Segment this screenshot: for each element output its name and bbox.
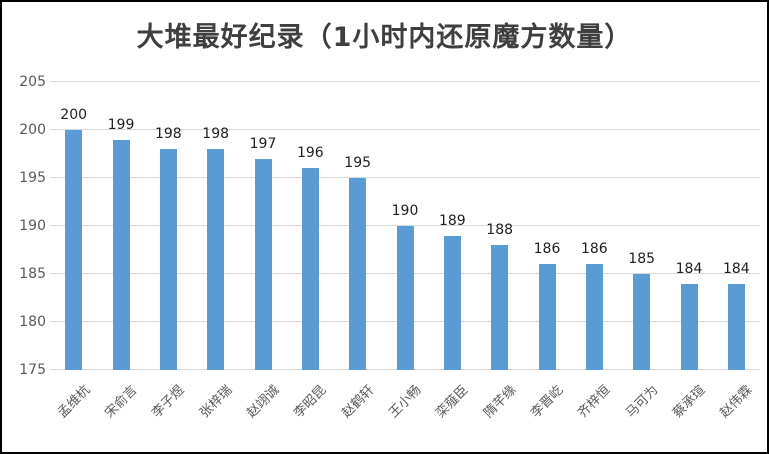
y-tick-label: 195 — [19, 170, 46, 186]
x-category-label: 赵翊诚 — [244, 382, 283, 422]
bar-value-label: 198 — [154, 126, 182, 143]
x-category-label: 赵鹤轩 — [338, 382, 378, 422]
x-category-label: 张梓瑞 — [196, 382, 236, 422]
x-category-label: 齐梓恒 — [575, 382, 614, 422]
x-category-label: 李昭昆 — [291, 382, 330, 422]
bar — [443, 235, 461, 370]
bar — [538, 264, 556, 370]
bar-value-label: 185 — [628, 251, 656, 267]
bar-value-label: 198 — [202, 126, 230, 143]
gridline — [50, 177, 760, 178]
y-tick-label: 175 — [19, 362, 46, 378]
bar — [254, 158, 272, 370]
bar — [727, 283, 745, 370]
bar-value-label: 186 — [580, 241, 608, 258]
y-tick-label: 180 — [19, 314, 46, 330]
bar — [207, 149, 225, 370]
gridline — [50, 129, 760, 130]
bar-value-label: 184 — [675, 260, 703, 277]
bar — [585, 264, 603, 370]
x-category-label: 李晋屹 — [528, 382, 567, 422]
y-tick-label: 185 — [19, 266, 46, 282]
bar — [491, 245, 509, 370]
bar-value-label: 199 — [107, 116, 135, 133]
bar-value-label: 188 — [486, 222, 514, 239]
bar — [396, 226, 414, 370]
x-category-label: 赵伟霖 — [717, 382, 756, 422]
bar-value-label: 196 — [296, 145, 324, 162]
bar — [65, 130, 83, 370]
y-tick-label: 190 — [19, 218, 46, 234]
gridline — [50, 225, 760, 226]
x-category-label: 隋芊缘 — [480, 382, 520, 422]
chart-title: 大堆最好纪录（1小时内还原魔方数量） — [136, 22, 633, 53]
bar-value-label: 195 — [344, 155, 372, 171]
bar-value-label: 197 — [249, 135, 277, 152]
x-category-label: 蔡承瑄 — [670, 382, 709, 422]
bar — [301, 168, 319, 370]
x-category-label: 栾薤臣 — [433, 382, 472, 422]
bar — [112, 139, 130, 370]
plot-area: 200 199 198 198 197 196 195 190 189 188 186 186 185 1… — [50, 81, 760, 370]
x-category-label: 马可为 — [622, 382, 662, 422]
bar — [633, 274, 651, 370]
x-axis: 孟维杭 宋俞言 李子煜 张梓瑞 赵翊诚 李昭昆 赵鹤轩 王小畅 栾薤臣 隋芊缘 李晋屹 齐梓恒 马可为蔡… — [50, 374, 760, 452]
bar-value-label: 200 — [60, 107, 88, 123]
bar — [159, 149, 177, 370]
bar-value-label: 190 — [391, 203, 419, 219]
x-category-label: 李子煜 — [149, 382, 188, 422]
y-axis: 175 180 185 190 195 200 205 — [2, 75, 46, 377]
bar-value-label: 189 — [438, 212, 466, 229]
bar-value-label: 186 — [533, 241, 561, 258]
x-category-label: 宋俞言 — [102, 382, 141, 422]
x-category-label: 王小畅 — [386, 382, 425, 422]
y-tick-label: 200 — [19, 122, 46, 138]
bar-value-label: 184 — [722, 260, 750, 277]
bar — [680, 283, 698, 370]
x-category-label: 孟维杭 — [54, 382, 94, 422]
y-tick-label: 205 — [19, 74, 46, 90]
gridline — [50, 81, 760, 82]
bar — [349, 178, 367, 370]
